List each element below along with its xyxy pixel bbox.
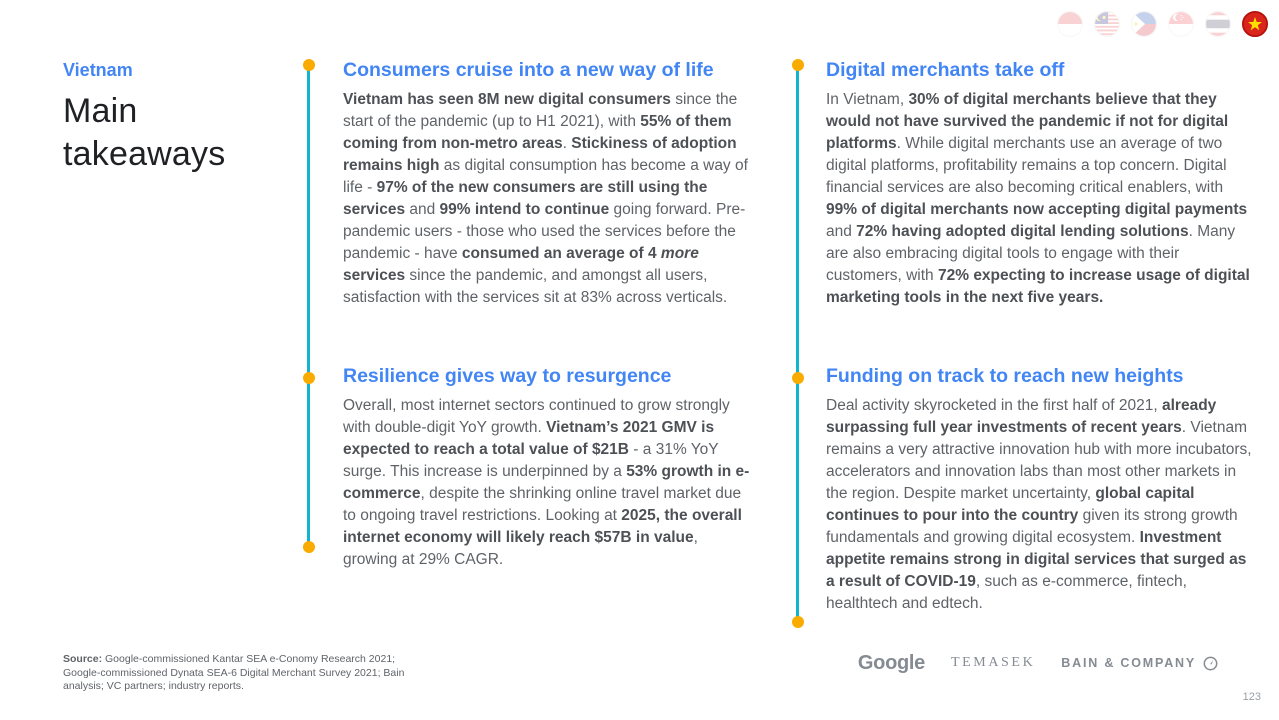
flag-vietnam-icon — [1242, 11, 1268, 37]
section-resilience: Resilience gives way to resurgence Overa… — [343, 364, 755, 571]
bain-clock-icon — [1203, 656, 1218, 670]
section-title: Resilience gives way to resurgence — [343, 365, 672, 387]
timeline-dot — [302, 541, 315, 553]
flag-indonesia-icon — [1057, 11, 1083, 37]
section-body: Overall, most internet sectors continued… — [343, 397, 750, 568]
country-flags — [1057, 11, 1268, 37]
section-body: Vietnam has seen 8M new digital consumer… — [343, 91, 748, 306]
section-title: Consumers cruise into a new way of life — [343, 59, 714, 81]
google-logo: Google — [857, 651, 925, 674]
timeline-dot — [791, 616, 804, 628]
timeline-rail-right — [796, 65, 799, 622]
flag-singapore-icon — [1168, 11, 1194, 37]
timeline-rail-left — [307, 65, 310, 547]
section-body: Deal activity skyrocketed in the first h… — [826, 397, 1252, 612]
timeline-dot — [791, 59, 804, 71]
source-note: Source: Google-commissioned Kantar SEA e… — [63, 653, 415, 694]
flag-malaysia-icon — [1094, 11, 1120, 37]
section-title: Digital merchants take off — [826, 59, 1065, 81]
source-text: Google-commissioned Kantar SEA e-Conomy … — [63, 653, 405, 692]
page-number: 123 — [1242, 691, 1261, 703]
timeline-dot — [302, 59, 315, 71]
section-funding: Funding on track to reach new heights De… — [826, 364, 1252, 615]
flag-philippines-icon — [1131, 11, 1157, 37]
flag-thailand-icon — [1205, 11, 1231, 37]
bain-logo-text: BAIN & COMPANY — [1061, 656, 1196, 670]
country-kicker: Vietnam — [63, 60, 133, 80]
timeline-dot — [302, 372, 315, 384]
partner-logos: Google TEMASEK BAIN & COMPANY — [858, 650, 1218, 676]
section-body: In Vietnam, 30% of digital merchants bel… — [826, 91, 1250, 306]
section-merchants: Digital merchants take off In Vietnam, 3… — [826, 58, 1250, 309]
timeline-dot — [791, 372, 804, 384]
section-consumers: Consumers cruise into a new way of life … — [343, 58, 753, 309]
section-title: Funding on track to reach new heights — [826, 365, 1184, 387]
temasek-logo: TEMASEK — [950, 655, 1036, 670]
bain-logo: BAIN & COMPANY — [1061, 656, 1218, 671]
source-label: Source: — [63, 653, 103, 665]
page-title: Main takeaways — [63, 92, 226, 173]
